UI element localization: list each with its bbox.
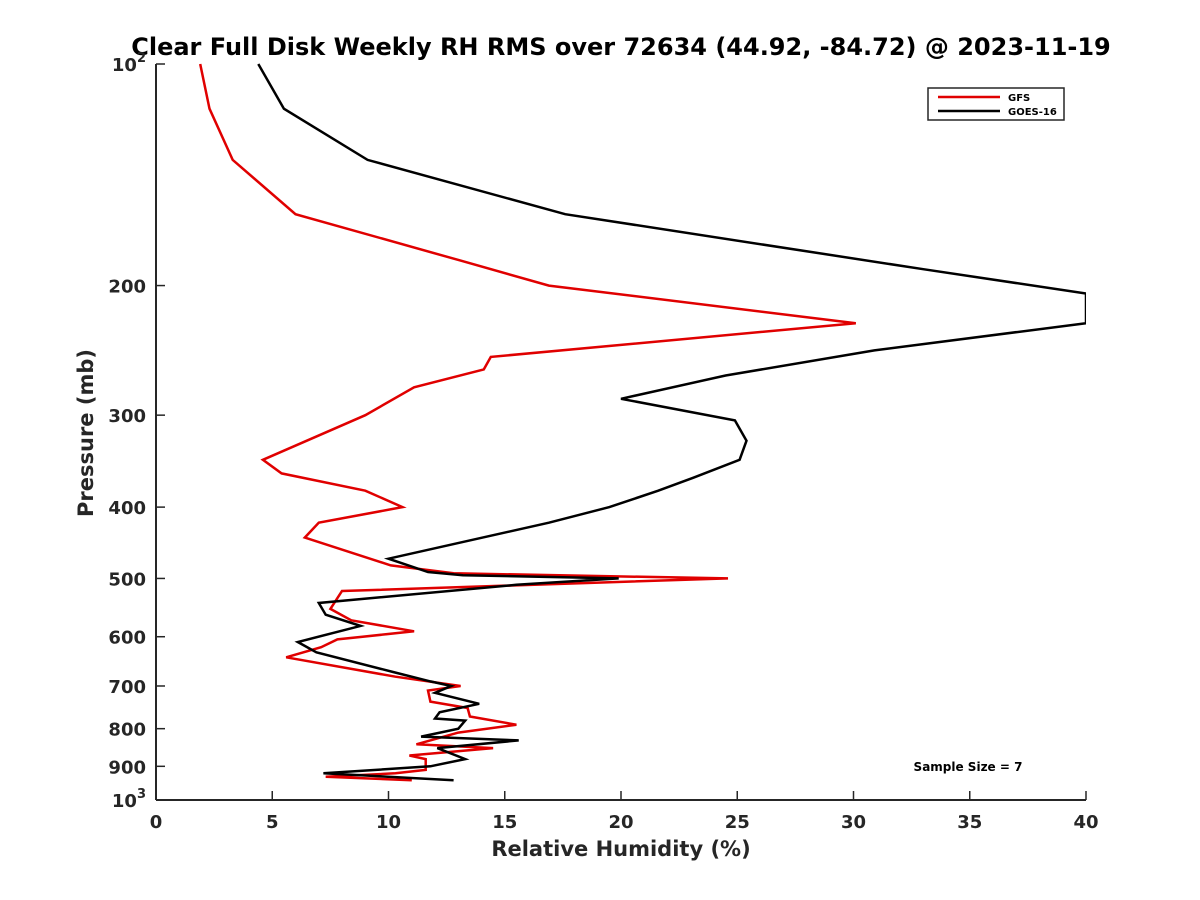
chart-title: Clear Full Disk Weekly RH RMS over 72634… (131, 33, 1111, 61)
x-tick-label: 35 (957, 812, 982, 833)
x-tick-label: 40 (1073, 812, 1098, 833)
x-ticks: 0 5 10 15 20 25 30 35 40 (150, 791, 1099, 833)
x-tick-label: 15 (492, 812, 517, 833)
sample-size-annotation: Sample Size = 7 (914, 760, 1023, 774)
y-tick-label: 400 (108, 498, 146, 519)
y-tick-exponent: 3 (137, 787, 146, 802)
y-tick-label: 300 (108, 406, 146, 427)
y-tick-base: 10 (112, 791, 137, 812)
y-axis-label: Pressure (mb) (74, 349, 98, 517)
x-tick-label: 5 (266, 812, 279, 833)
y-tick-label: 900 (108, 757, 146, 778)
x-tick-label: 25 (725, 812, 750, 833)
y-tick-label: 700 (108, 677, 146, 698)
legend-label-gfs: GFS (1008, 93, 1030, 104)
legend: GFS GOES-16 (927, 87, 1065, 121)
y-tick-base: 10 (112, 55, 137, 76)
series-line-goes16 (257, 63, 1086, 782)
x-axis-label: Relative Humidity (%) (491, 837, 750, 861)
x-tick-label: 20 (608, 812, 633, 833)
y-tick-exponent: 2 (137, 51, 146, 66)
y-tick-label: 200 (108, 277, 146, 298)
y-tick-label: 500 (108, 569, 146, 590)
y-tick-label: 103 (112, 787, 146, 812)
y-tick-label: 102 (112, 51, 146, 76)
x-tick-label: 30 (841, 812, 866, 833)
plot-area: 0 5 10 15 20 25 30 35 40 10220030040050060070080… (108, 51, 1098, 833)
legend-box (927, 87, 1065, 121)
series-line-gfs (198, 63, 856, 782)
series-layer (198, 63, 1086, 782)
y-tick-label: 800 (108, 720, 146, 741)
legend-label-goes16: GOES-16 (1008, 107, 1057, 118)
x-tick-label: 0 (150, 812, 163, 833)
x-tick-label: 10 (376, 812, 401, 833)
y-tick-label: 600 (108, 628, 146, 649)
